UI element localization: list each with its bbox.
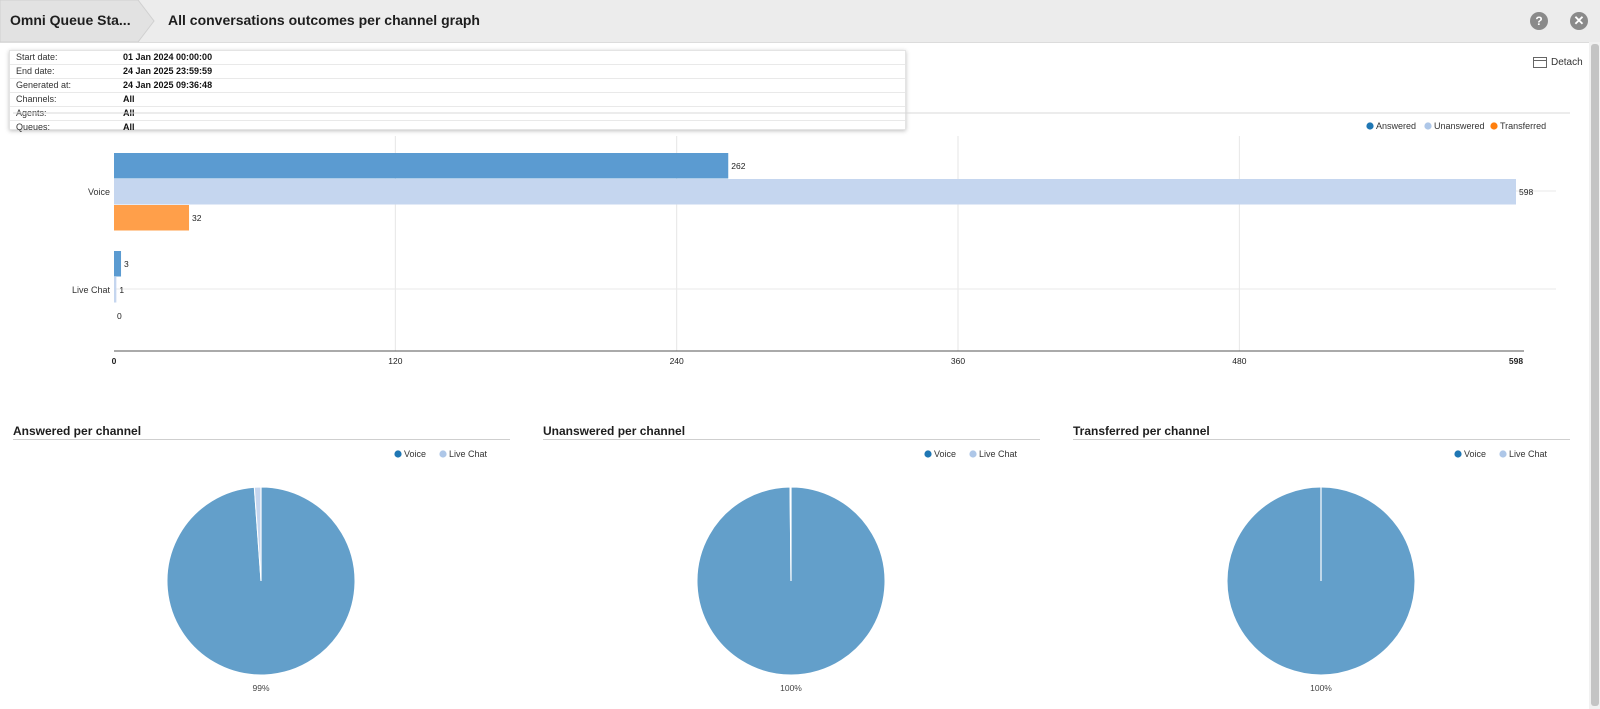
category-label: Voice — [88, 187, 110, 197]
pie-percent-label: 100% — [780, 683, 802, 693]
info-row: Queues: All — [10, 121, 905, 134]
bar-value-label: 1 — [119, 285, 124, 295]
bar — [114, 251, 122, 277]
detach-button[interactable]: Detach — [1533, 57, 1583, 68]
bar-value-label: 598 — [1519, 187, 1533, 197]
legend-label: Voice — [404, 449, 426, 459]
info-row: End date: 24 Jan 2025 23:59:59 — [10, 65, 905, 79]
x-tick-label: 360 — [951, 356, 965, 366]
legend-dot — [1366, 122, 1374, 130]
section-divider — [13, 439, 510, 440]
bar — [114, 153, 729, 179]
info-key: Start date: — [16, 52, 58, 62]
info-key: Generated at: — [16, 80, 72, 90]
legend-label: Transferred — [1500, 121, 1546, 131]
transferred-pie-title: Transferred per channel — [1073, 424, 1210, 438]
legend-dot — [394, 450, 402, 458]
info-key: Channels: — [16, 94, 57, 104]
legend-label: Live Chat — [1509, 449, 1548, 459]
unanswered-pie-chart: Voice Live Chat 100% — [696, 449, 1018, 693]
legend-label: Live Chat — [449, 449, 488, 459]
breadcrumb-shape — [0, 0, 155, 42]
legend-dot — [924, 450, 932, 458]
info-value: 01 Jan 2024 00:00:00 — [123, 52, 213, 62]
info-value: 24 Jan 2025 23:59:59 — [123, 66, 213, 76]
transferred-pie-chart: Voice Live Chat 100% — [1226, 449, 1548, 693]
bar — [114, 179, 1516, 205]
info-row: Start date: 01 Jan 2024 00:00:00 — [10, 51, 905, 65]
bar-value-label: 0 — [117, 311, 122, 321]
info-value: All — [123, 122, 135, 132]
info-row: Generated at: 24 Jan 2025 09:36:48 — [10, 79, 905, 93]
section-divider — [543, 439, 1040, 440]
legend-dot — [1424, 122, 1432, 130]
bar — [114, 205, 190, 231]
bar-value-label: 3 — [124, 259, 129, 269]
detach-window-icon — [1533, 57, 1547, 68]
bar-value-label: 32 — [192, 213, 202, 223]
help-icon[interactable]: ? — [1530, 12, 1548, 30]
breadcrumb[interactable]: Omni Queue Sta... — [0, 0, 155, 42]
scrollbar-thumb[interactable] — [1591, 44, 1599, 706]
page-title: All conversations outcomes per channel g… — [168, 12, 480, 28]
info-key: Queues: — [16, 122, 51, 132]
legend-dot — [1454, 450, 1462, 458]
legend-dot — [1490, 122, 1498, 130]
pie-percent-label: 100% — [1310, 683, 1332, 693]
info-value: 24 Jan 2025 09:36:48 — [123, 80, 213, 90]
outcomes-bar-chart: Answered Unanswered Transferred 0 120 240 360 4… — [13, 112, 1570, 366]
unanswered-pie-title: Unanswered per channel — [543, 424, 686, 438]
legend-dot — [1499, 450, 1507, 458]
legend-label: Voice — [934, 449, 956, 459]
bar-value-label: 262 — [731, 161, 745, 171]
info-value: All — [123, 94, 135, 104]
close-icon[interactable]: ✕ — [1570, 12, 1588, 30]
legend-dot — [969, 450, 977, 458]
pie-percent-label: 99% — [252, 683, 269, 693]
section-divider — [1073, 439, 1570, 440]
x-tick-label: 480 — [1232, 356, 1246, 366]
legend-label: Live Chat — [979, 449, 1018, 459]
legend-dot — [439, 450, 447, 458]
info-key: End date: — [16, 66, 55, 76]
top-bar: Omni Queue Sta... All conversations outc… — [0, 0, 1600, 43]
legend-label: Answered — [1376, 121, 1416, 131]
answered-pie-chart: Voice Live Chat 99% — [166, 449, 488, 693]
x-tick-label: 240 — [670, 356, 684, 366]
x-tick-label: 0 — [112, 356, 117, 366]
category-label: Live Chat — [72, 285, 111, 295]
legend-label: Unanswered — [1434, 121, 1485, 131]
info-row: Channels: All — [10, 93, 905, 107]
legend-label: Voice — [1464, 449, 1486, 459]
breadcrumb-label: Omni Queue Sta... — [10, 12, 131, 28]
x-tick-label: 598 — [1509, 356, 1523, 366]
bar — [114, 277, 117, 303]
answered-pie-title: Answered per channel — [13, 424, 142, 438]
x-tick-label: 120 — [388, 356, 402, 366]
detach-label: Detach — [1551, 57, 1583, 68]
